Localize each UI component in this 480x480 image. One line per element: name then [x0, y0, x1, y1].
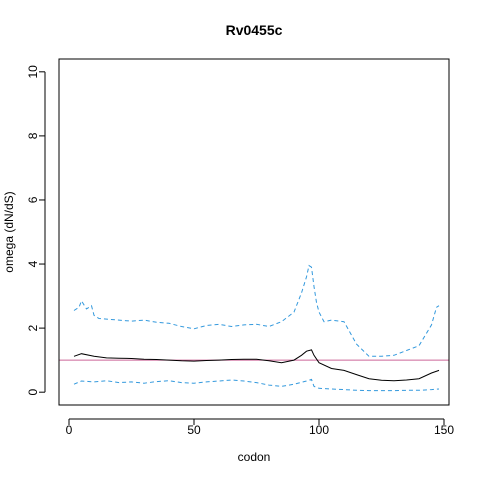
y-tick-label: 4	[26, 260, 40, 267]
x-axis-label: codon	[238, 450, 271, 464]
series-line-estimate	[73, 349, 440, 382]
plot-frame	[58, 58, 450, 406]
series-line-upper	[73, 264, 440, 357]
x-tick-label: 50	[187, 423, 201, 437]
series-line-lower	[73, 378, 440, 392]
y-tick-label: 10	[26, 65, 40, 79]
y-axis: 0 2 4 6 8 10	[26, 65, 46, 396]
x-tick-label: 150	[434, 423, 454, 437]
y-tick-label: 8	[26, 132, 40, 139]
x-axis: 0 50 100 150	[66, 418, 454, 437]
y-tick-label: 6	[26, 196, 40, 203]
chart-title: Rv0455c	[226, 22, 283, 38]
x-tick-label: 100	[309, 423, 329, 437]
y-tick-label: 2	[26, 324, 40, 331]
y-tick-label: 0	[26, 389, 40, 396]
y-axis-label: omega (dN/dS)	[2, 191, 16, 272]
x-tick-label: 0	[66, 423, 73, 437]
plot-area	[59, 264, 449, 392]
